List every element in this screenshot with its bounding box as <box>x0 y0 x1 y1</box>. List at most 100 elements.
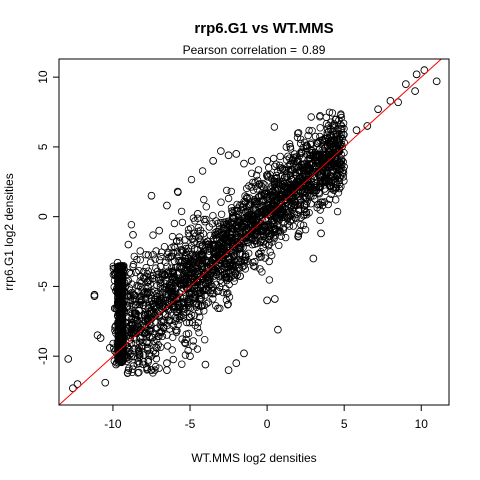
scatter-point-dense <box>219 254 227 262</box>
scatter-point-dense <box>191 301 200 309</box>
scatter-point <box>193 210 202 218</box>
scatter-point-dense <box>233 244 241 253</box>
scatter-point-dense <box>282 143 290 151</box>
scatter-point-dense <box>196 236 204 244</box>
scatter-point <box>163 359 171 367</box>
scatter-point <box>247 156 256 165</box>
scatter-point-dense <box>206 275 214 283</box>
scatter-point-dense <box>244 211 252 219</box>
scatter-point-dense <box>129 362 137 370</box>
scatter-point <box>113 258 122 267</box>
scatter-point-dense <box>323 178 331 186</box>
scatter-point-dense <box>186 276 194 284</box>
scatter-point <box>173 187 182 196</box>
scatter-point-dense <box>124 291 132 299</box>
scatter-point-dense <box>309 159 317 167</box>
scatter-point <box>163 366 171 374</box>
scatter-point <box>263 156 271 165</box>
scatter-point-dense <box>318 201 327 210</box>
scatter-point-dense <box>188 259 197 267</box>
scatter-point-dense <box>229 236 237 244</box>
scatter-point-dense <box>141 294 150 302</box>
scatter-point-dense <box>135 300 144 309</box>
scatter-point-dense <box>335 142 343 151</box>
scatter-point-dense <box>284 162 292 171</box>
scatter-point <box>286 143 295 151</box>
scatter-point-dense <box>175 305 183 313</box>
scatter-point-dense <box>178 258 186 266</box>
scatter-point-dense <box>293 157 301 166</box>
scatter-point <box>386 97 395 105</box>
scatter-point-dense <box>210 265 218 273</box>
scatter-point-dense <box>215 239 224 247</box>
scatter-point-dense <box>260 209 269 217</box>
scatter-point-dense <box>300 160 308 168</box>
scatter-point-dense <box>241 228 249 236</box>
scatter-point-dense <box>259 197 267 206</box>
x-tick-label: 10 <box>415 417 429 431</box>
scatter-point-dense <box>178 218 187 227</box>
scatter-point-dense <box>199 248 207 256</box>
scatter-point-dense <box>299 211 308 220</box>
scatter-point-dense <box>195 294 204 302</box>
scatter-point-dense <box>151 366 159 374</box>
scatter-point <box>309 254 318 263</box>
scatter-point-dense <box>328 109 337 117</box>
scatter-point-dense <box>270 197 278 205</box>
chart-subtitle: Pearson correlation = 0.89 <box>183 43 326 57</box>
scatter-point-dense <box>146 258 155 266</box>
scatter-point-dense <box>189 214 198 222</box>
scatter-point-dense <box>183 297 192 305</box>
scatter-point-dense <box>251 257 259 266</box>
scatter-point-dense <box>331 184 340 192</box>
scatter-point-dense <box>302 210 311 219</box>
scatter-point-dense <box>238 221 246 229</box>
scatter-point-dense <box>185 268 193 276</box>
scatter-point-dense <box>278 213 287 222</box>
scatter-point-dense <box>126 331 134 340</box>
scatter-point <box>232 150 241 158</box>
scatter-point-dense <box>202 241 210 249</box>
scatter-point-dense <box>168 293 176 301</box>
scatter-point-dense <box>225 280 233 289</box>
scatter-point-dense <box>228 225 237 233</box>
scatter-point-dense <box>299 163 307 171</box>
scatter-point-dense <box>292 214 300 222</box>
scatter-point-dense <box>327 190 335 198</box>
scatter-point-dense <box>156 275 165 284</box>
scatter-point-dense <box>282 169 291 178</box>
scatter-point-dense <box>269 220 277 229</box>
scatter-point-dense <box>171 243 179 252</box>
y-tick-label: 10 <box>36 70 50 84</box>
scatter-point-dense <box>195 308 203 316</box>
scatter-point-dense <box>224 289 232 297</box>
scatter-point-dense <box>113 312 122 320</box>
scatter-point-dense <box>122 333 131 341</box>
scatter-point-dense <box>269 186 277 195</box>
scatter-point-dense <box>161 258 170 266</box>
scatter-point <box>420 66 429 75</box>
scatter-point-dense <box>236 201 244 209</box>
scatter-point-dense <box>193 300 201 308</box>
scatter-point-dense <box>168 333 177 341</box>
scatter-point-dense <box>236 250 244 258</box>
scatter-point-dense <box>117 287 125 295</box>
scatter-point-dense <box>266 204 274 213</box>
scatter-point-dense <box>241 192 249 200</box>
scatter-point-dense <box>195 328 203 337</box>
scatter-point-dense <box>227 187 235 196</box>
scatter-point-dense <box>324 200 332 209</box>
scatter-point <box>115 296 123 305</box>
scatter-point-dense <box>163 342 172 350</box>
scatter-point-dense <box>116 327 125 335</box>
scatter-point-dense <box>242 193 251 201</box>
scatter-point-dense <box>328 173 337 181</box>
scatter-point <box>112 360 120 369</box>
scatter-point-dense <box>217 198 225 206</box>
scatter-point-dense <box>130 308 139 317</box>
scatter-point-dense <box>284 165 293 174</box>
scatter-point-dense <box>196 226 205 235</box>
scatter-point-dense <box>211 228 219 237</box>
scatter-point-dense <box>186 289 194 297</box>
scatter-point-dense <box>223 301 232 309</box>
